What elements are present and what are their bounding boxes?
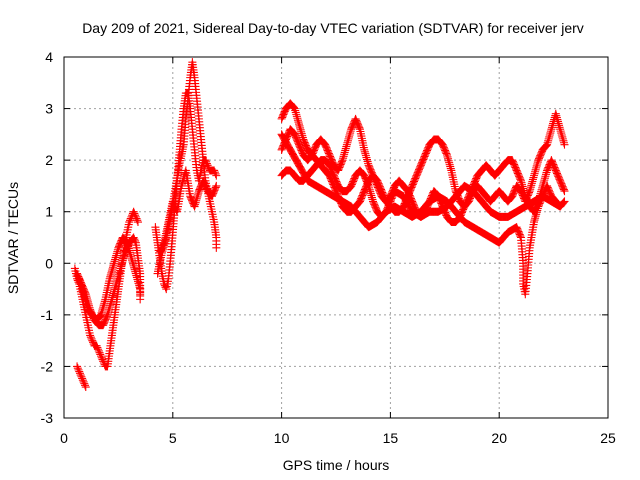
data-point	[211, 169, 220, 178]
data-point	[94, 346, 103, 355]
data-point	[75, 367, 84, 376]
x-tick-label: 20	[491, 430, 507, 446]
series-arc-k	[277, 130, 565, 299]
data-point	[516, 175, 525, 184]
data-point	[554, 200, 563, 209]
data-point	[212, 181, 221, 190]
data-point	[96, 352, 105, 361]
data-point	[130, 235, 139, 244]
data-point	[95, 348, 104, 357]
data-point	[203, 161, 212, 170]
data-point	[78, 376, 87, 385]
data-point	[86, 331, 95, 340]
data-point	[159, 240, 168, 249]
data-point	[86, 333, 95, 342]
data-point	[81, 381, 90, 390]
data-point	[75, 369, 84, 378]
data-point	[73, 364, 82, 373]
data-point	[81, 383, 90, 392]
data-point	[77, 372, 86, 381]
data-point	[76, 371, 85, 380]
data-point	[129, 207, 138, 216]
data-point	[78, 374, 87, 383]
data-point	[95, 312, 104, 321]
data-point	[210, 166, 219, 175]
data-point	[289, 102, 298, 111]
data-point	[73, 362, 82, 371]
data-point	[93, 343, 102, 352]
x-axis-label: GPS time / hours	[283, 457, 390, 473]
data-point	[125, 218, 134, 227]
data-point	[211, 183, 220, 192]
data-point	[74, 365, 83, 374]
data-point	[88, 336, 97, 345]
data-point	[133, 218, 142, 227]
y-tick-label: 2	[45, 152, 53, 168]
data-point	[121, 236, 130, 245]
plot-frame	[63, 56, 609, 419]
data-point	[131, 212, 140, 221]
y-tick-label: -3	[41, 410, 54, 426]
series-arc-d	[75, 233, 145, 325]
data-point	[355, 123, 364, 132]
data-point	[161, 283, 170, 292]
data-point	[212, 171, 221, 180]
y-tick-label: 0	[45, 255, 53, 271]
x-tick-label: 25	[600, 430, 616, 446]
data-point	[364, 180, 373, 189]
data-point	[79, 377, 88, 386]
data-point	[210, 168, 219, 177]
data-point	[96, 350, 105, 359]
data-point	[559, 198, 568, 207]
data-point	[337, 157, 346, 166]
series-arc-g	[155, 166, 221, 257]
data-point	[98, 355, 107, 364]
data-point	[555, 201, 564, 210]
data-point	[556, 202, 565, 211]
data-point	[132, 214, 141, 223]
x-tick-label: 15	[383, 430, 399, 446]
y-axis-label: SDTVAR / TECUs	[5, 182, 21, 294]
data-point	[97, 353, 106, 362]
axis-ticks	[63, 56, 609, 419]
x-tick-label: 0	[60, 430, 68, 446]
data-point	[136, 295, 145, 304]
x-tick-label: 5	[169, 430, 177, 446]
y-tick-label: 4	[45, 49, 53, 65]
data-point	[442, 149, 451, 158]
data-point	[92, 341, 101, 350]
y-tick-label: -2	[41, 358, 54, 374]
data-point	[541, 142, 550, 151]
data-point	[560, 187, 569, 196]
data-point	[129, 233, 138, 242]
data-point	[126, 216, 135, 225]
data-point	[172, 206, 181, 215]
data-point	[131, 236, 140, 245]
tick-labels: 0 5 10 15 20 25 -3 -2 -1 0 1 2 3 4	[41, 49, 616, 446]
data-point	[87, 334, 96, 343]
chart-title: Day 209 of 2021, Sidereal Day-to-day VTE…	[82, 20, 584, 36]
data-point	[131, 211, 140, 220]
data-point	[516, 232, 525, 241]
data-point	[212, 243, 221, 252]
data-point	[559, 185, 568, 194]
y-tick-label: 1	[45, 204, 53, 220]
data-point	[94, 345, 103, 354]
x-tick-label: 10	[274, 430, 290, 446]
data-point	[560, 140, 569, 149]
data-point	[80, 379, 89, 388]
data-point	[130, 209, 139, 218]
data-markers	[70, 58, 569, 392]
y-tick-label: -1	[41, 307, 54, 323]
series-arc-b	[73, 362, 90, 392]
data-point	[102, 312, 111, 321]
data-point	[133, 216, 142, 225]
y-tick-label: 3	[45, 101, 53, 117]
data-point	[560, 197, 569, 206]
